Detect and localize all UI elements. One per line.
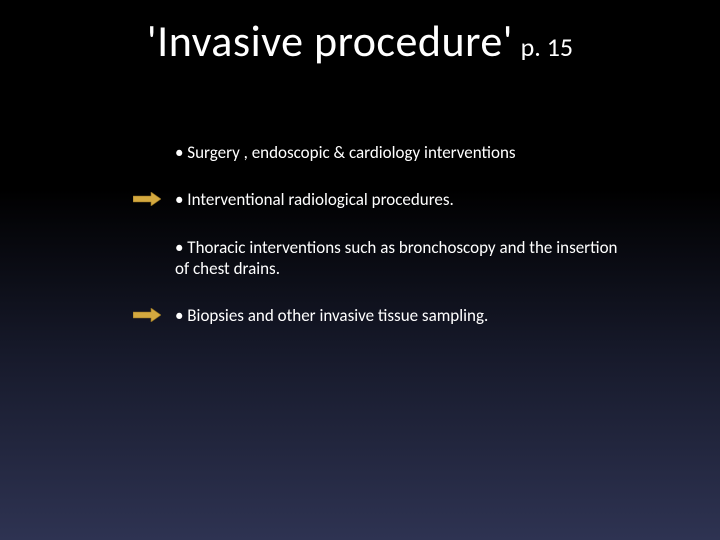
bullet-item: • Thoracic interventions such as broncho…: [175, 237, 635, 280]
bullet-text: • Thoracic interventions such as broncho…: [175, 237, 617, 279]
title-row: 'Invasive procedure' p. 15: [0, 14, 720, 68]
page-reference: p. 15: [521, 31, 573, 63]
bullet-text: • Biopsies and other invasive tissue sam…: [175, 305, 488, 326]
arrow-icon: [133, 308, 161, 322]
bullet-item: • Surgery , endoscopic & cardiology inte…: [175, 142, 635, 163]
bullet-item: • Biopsies and other invasive tissue sam…: [175, 305, 635, 326]
slide-title: 'Invasive procedure': [147, 14, 513, 68]
bullet-text: • Surgery , endoscopic & cardiology inte…: [175, 142, 516, 163]
bullet-list: • Surgery , endoscopic & cardiology inte…: [175, 142, 635, 352]
bullet-item: • Interventional radiological procedures…: [175, 189, 635, 210]
arrow-shape: [133, 308, 161, 322]
arrow-icon: [133, 192, 161, 206]
bullet-text: • Interventional radiological procedures…: [175, 189, 454, 210]
arrow-shape: [133, 192, 161, 206]
